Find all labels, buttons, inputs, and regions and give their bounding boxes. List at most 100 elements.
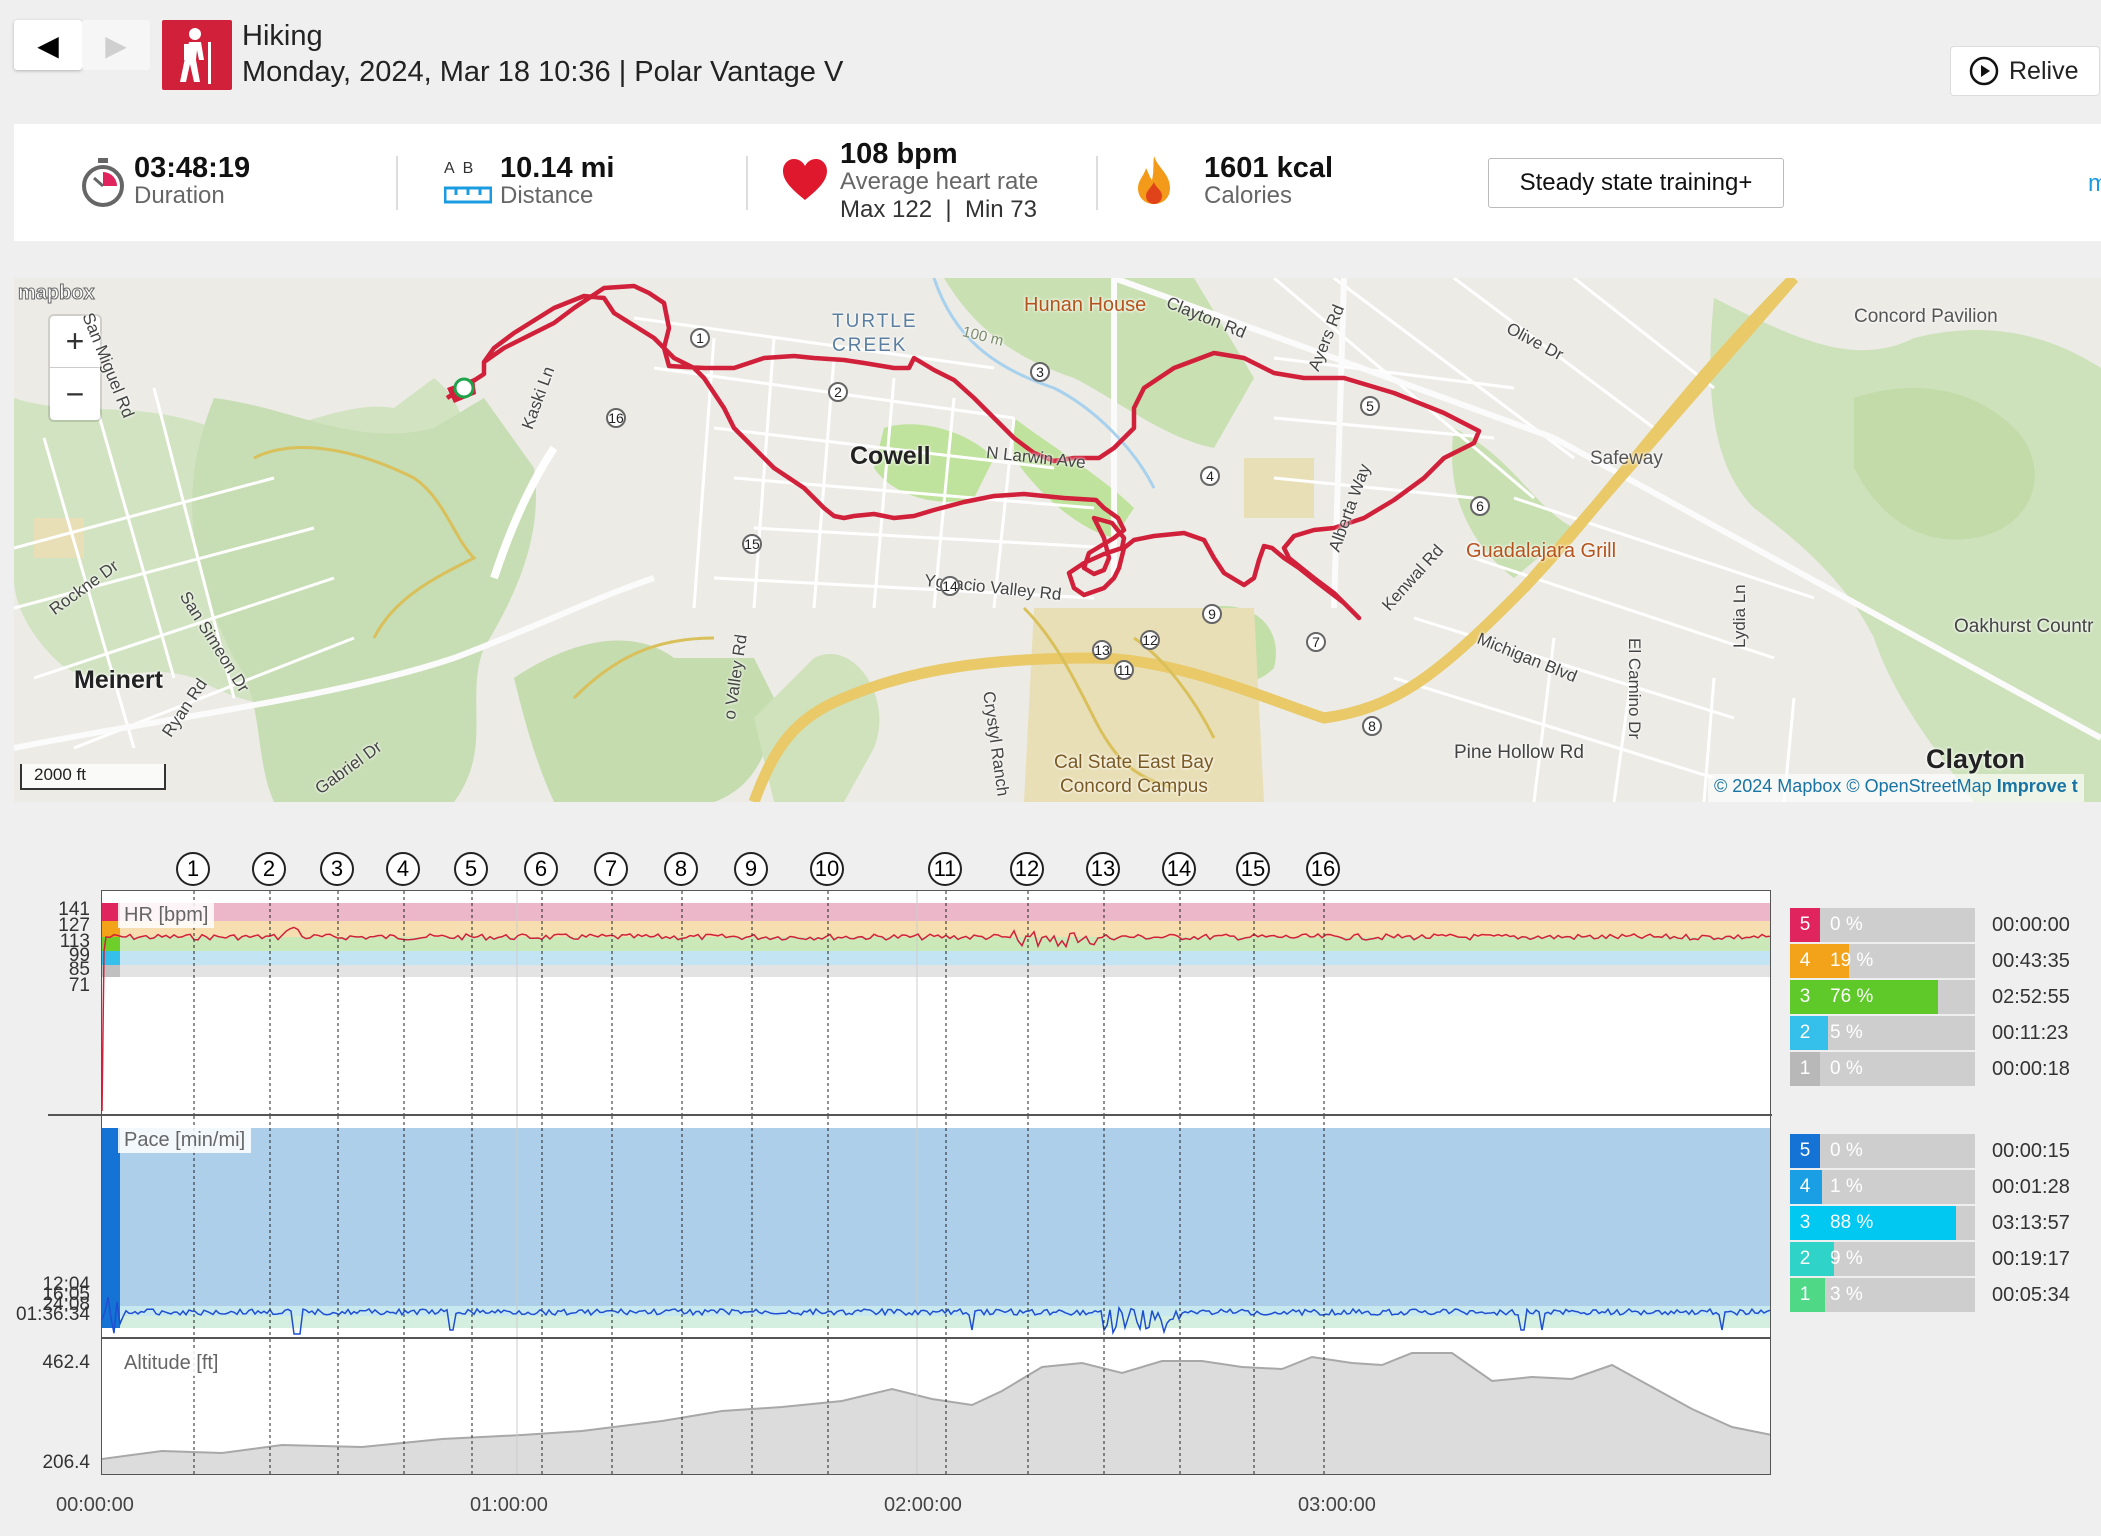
map-lap-marker[interactable]: 15 xyxy=(742,534,762,554)
pace-chart[interactable]: Pace [min/mi] xyxy=(101,1116,1771,1338)
hr-y-tick: 85 xyxy=(68,959,90,980)
distance-ab-label: A B xyxy=(444,160,474,177)
lap-marker-10[interactable]: 10 xyxy=(810,852,844,886)
hr-max-min: Max 122 | Min 73 xyxy=(840,196,1037,223)
play-circle-icon xyxy=(1969,56,1999,86)
pace-zone-row[interactable]: 3 88 % xyxy=(1790,1206,1975,1240)
more-link[interactable]: mo xyxy=(2088,170,2101,197)
map-lap-marker[interactable]: 5 xyxy=(1360,396,1380,416)
pace-zone-time: 00:00:15 xyxy=(1992,1140,2070,1162)
lap-marker-6[interactable]: 6 xyxy=(524,852,558,886)
hr-zone-row[interactable]: 3 76 % xyxy=(1790,980,1975,1014)
pace-zone-band xyxy=(102,1128,1770,1306)
map-lap-marker[interactable]: 7 xyxy=(1306,632,1326,652)
map-lap-marker[interactable]: 8 xyxy=(1362,716,1382,736)
heart-rate-stat: 108 bpm Average heart rate Max 122 | Min… xyxy=(782,124,1082,241)
map-lap-marker[interactable]: 9 xyxy=(1202,604,1222,624)
pace-zone-row[interactable]: 2 9 % xyxy=(1790,1242,1975,1276)
zoom-in-button[interactable]: + xyxy=(50,316,100,368)
chart-separator xyxy=(101,1337,1771,1339)
divider xyxy=(396,156,398,210)
map-lap-marker[interactable]: 16 xyxy=(606,408,626,428)
zoom-out-button[interactable]: − xyxy=(65,375,85,412)
hr-zone-time: 00:00:00 xyxy=(1992,914,2070,936)
next-session-button[interactable]: ▶ xyxy=(82,20,150,70)
map-label-cowell: Cowell xyxy=(850,442,931,470)
map-lap-marker[interactable]: 14 xyxy=(940,576,960,596)
map-label-lydia-ln: Lydia Ln xyxy=(1730,584,1749,648)
lap-marker-15[interactable]: 15 xyxy=(1236,852,1270,886)
pace-zone-number: 4 xyxy=(1790,1170,1820,1204)
lap-marker-2[interactable]: 2 xyxy=(252,852,286,886)
map-attribution: © 2024 Mapbox © OpenStreetMap Improve t xyxy=(1708,774,2084,802)
map-label-cal-state: Cal State East Bay xyxy=(1054,752,1214,773)
map-lap-marker[interactable]: 3 xyxy=(1030,362,1050,382)
hr-zone-band xyxy=(102,965,1770,977)
hr-zone-band xyxy=(102,937,1770,951)
hr-chart-title: HR [bpm] xyxy=(118,903,215,928)
hr-line xyxy=(102,926,1770,1112)
altitude-chart-title: Altitude [ft] xyxy=(118,1351,225,1376)
map-label-clayton: Clayton xyxy=(1926,744,2026,774)
hr-zone-row[interactable]: 5 0 % xyxy=(1790,908,1975,942)
hr-chart[interactable]: HR [bpm] xyxy=(101,890,1771,1114)
pace-zone-row[interactable]: 5 0 % xyxy=(1790,1134,1975,1168)
map-lap-marker[interactable]: 6 xyxy=(1470,496,1490,516)
summary-bar: 03:48:19 Duration A B 10.14 mi Distance … xyxy=(14,124,2101,241)
lap-marker-9[interactable]: 9 xyxy=(734,852,768,886)
map-label-turtle-creek: TURTLE CREEK xyxy=(832,311,918,356)
attribution-text: © 2024 Mapbox © xyxy=(1714,776,1865,796)
hr-zone-row[interactable]: 2 5 % xyxy=(1790,1016,1975,1050)
lap-marker-5[interactable]: 5 xyxy=(454,852,488,886)
improve-map-link[interactable]: Improve t xyxy=(1996,776,2078,796)
lap-marker-7[interactable]: 7 xyxy=(594,852,628,886)
lap-marker-1[interactable]: 1 xyxy=(176,852,210,886)
lap-marker-3[interactable]: 3 xyxy=(320,852,354,886)
pace-zone-bar xyxy=(1820,1170,1822,1204)
lap-marker-16[interactable]: 16 xyxy=(1306,852,1340,886)
pace-zone-time: 00:05:34 xyxy=(1992,1284,2070,1306)
divider xyxy=(746,156,748,210)
lap-marker-8[interactable]: 8 xyxy=(664,852,698,886)
previous-session-button[interactable]: ◀ xyxy=(14,20,82,70)
duration-value: 03:48:19 xyxy=(134,152,251,184)
map-lap-marker[interactable]: 4 xyxy=(1200,466,1220,486)
map-lap-marker[interactable]: 1 xyxy=(690,328,710,348)
hr-zone-time: 00:00:18 xyxy=(1992,1058,2070,1080)
lap-marker-13[interactable]: 13 xyxy=(1086,852,1120,886)
altitude-chart[interactable]: Altitude [ft] xyxy=(101,1339,1771,1475)
map-label-meinert: Meinert xyxy=(74,666,163,694)
pace-zone-row[interactable]: 1 3 % xyxy=(1790,1278,1975,1312)
map-lap-marker[interactable]: 12 xyxy=(1140,630,1160,650)
distance-label: Distance xyxy=(500,182,594,209)
training-benefit-button[interactable]: Steady state training+ xyxy=(1488,158,1784,208)
pace-zone-row[interactable]: 4 1 % xyxy=(1790,1170,1975,1204)
calories-value: 1601 kcal xyxy=(1204,152,1334,184)
pace-zone-number: 5 xyxy=(1790,1134,1820,1168)
divider xyxy=(1096,156,1098,210)
hr-zone-band xyxy=(102,951,1770,965)
pace-y-tick: 24:08 xyxy=(42,1294,90,1315)
lap-marker-4[interactable]: 4 xyxy=(386,852,420,886)
relive-button[interactable]: Relive xyxy=(1950,46,2100,96)
hr-zone-row[interactable]: 4 19 % xyxy=(1790,944,1975,978)
lap-marker-12[interactable]: 12 xyxy=(1010,852,1044,886)
map-label-guadalajara-grill: Guadalajara Grill xyxy=(1466,540,1617,562)
hr-zone-percent: 76 % xyxy=(1830,986,1874,1007)
duration-label: Duration xyxy=(134,182,225,209)
lap-marker-11[interactable]: 11 xyxy=(928,852,962,886)
map-lap-marker[interactable]: 13 xyxy=(1092,640,1112,660)
pace-zone-percent: 88 % xyxy=(1830,1212,1874,1233)
pace-y-tick: 01:36:34 xyxy=(16,1304,90,1325)
map-lap-marker[interactable]: 11 xyxy=(1114,660,1134,680)
lap-marker-14[interactable]: 14 xyxy=(1162,852,1196,886)
hr-zone-row[interactable]: 1 0 % xyxy=(1790,1052,1975,1086)
pace-zone-percent: 3 % xyxy=(1830,1284,1863,1305)
pace-zone-bar xyxy=(1820,1206,1957,1240)
hr-y-tick: 99 xyxy=(68,945,90,966)
map-lap-marker[interactable]: 2 xyxy=(828,382,848,402)
map-label-el-camino: El Camino Dr xyxy=(1625,638,1644,740)
osm-link[interactable]: OpenStreetMap xyxy=(1864,776,1992,796)
route-map[interactable]: mapbox + − TURTLE CREEK Cowell Meinert C… xyxy=(14,278,2101,802)
